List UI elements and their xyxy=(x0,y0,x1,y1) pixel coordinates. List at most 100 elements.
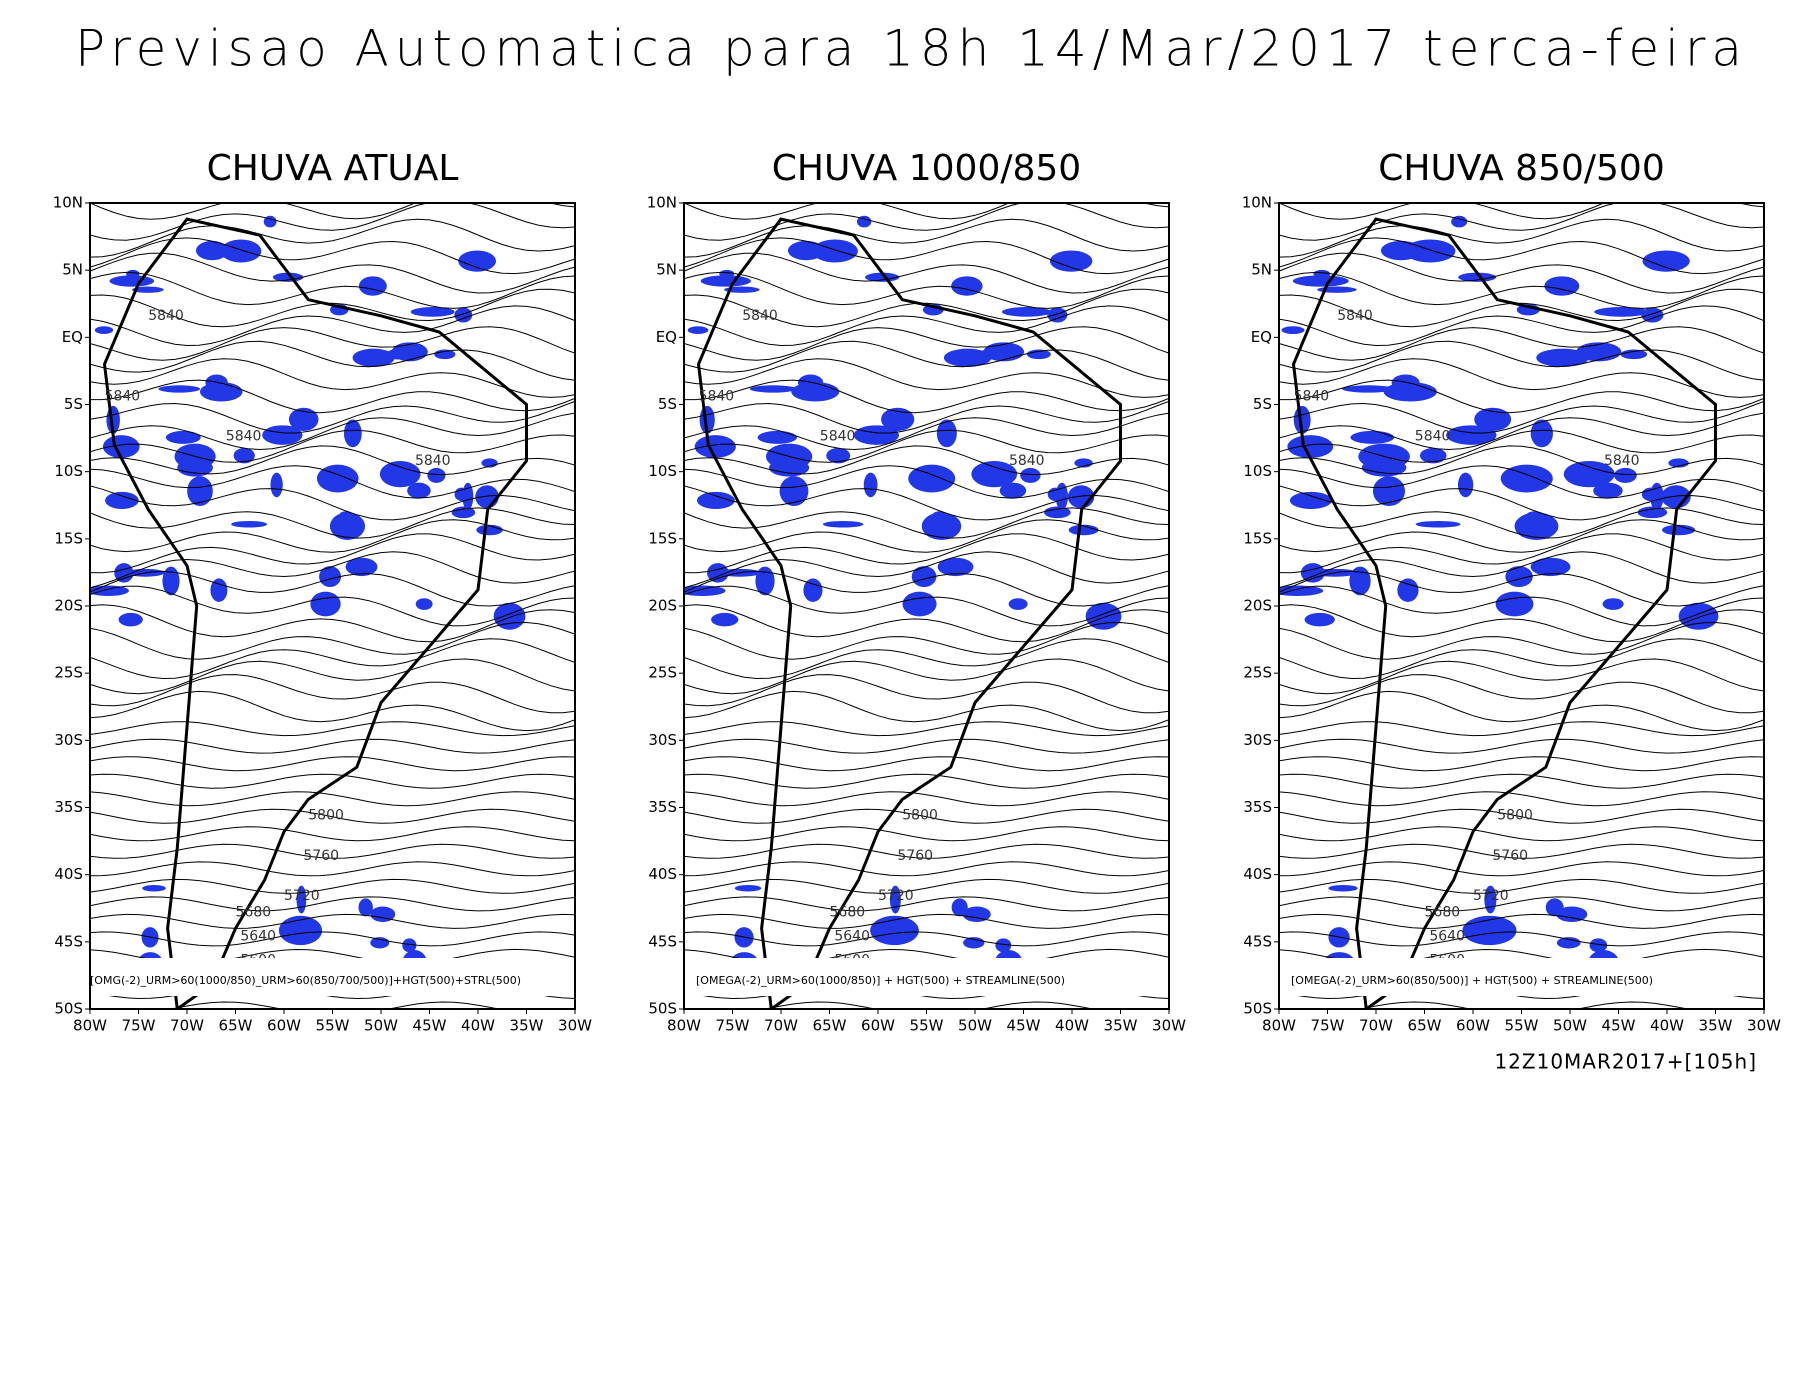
rain-area xyxy=(162,566,180,596)
lat-label: 15S xyxy=(648,529,677,547)
rain-area xyxy=(278,915,323,946)
rain-area xyxy=(724,286,760,293)
rain-area xyxy=(370,937,390,949)
streamline xyxy=(90,861,575,877)
panel-title: CHUVA 850/500 xyxy=(1378,148,1665,189)
streamline xyxy=(684,326,1169,361)
streamline xyxy=(1279,485,1764,521)
caption-box xyxy=(684,958,1169,996)
lat-label: 5N xyxy=(62,261,83,279)
lon-label: 75W xyxy=(122,1017,156,1035)
lat-label: 35S xyxy=(648,798,677,816)
rain-area xyxy=(1661,524,1696,536)
lon-label: 60W xyxy=(1456,1017,1490,1035)
rain-area xyxy=(386,348,411,360)
rain-area xyxy=(1419,447,1447,464)
lat-label: 5S xyxy=(1253,395,1272,413)
streamline xyxy=(684,638,1169,680)
lon-label: 30W xyxy=(1747,1017,1781,1035)
streamline xyxy=(684,878,1169,894)
caption-box xyxy=(90,958,575,996)
streamline xyxy=(1279,826,1764,842)
streamline xyxy=(90,429,575,463)
rain-area xyxy=(881,407,915,432)
rain-area xyxy=(165,430,201,444)
streamline xyxy=(90,485,575,521)
rain-area xyxy=(1556,906,1588,923)
rain-area xyxy=(963,937,985,949)
rain-area xyxy=(995,938,1012,953)
lon-label: 55W xyxy=(910,1017,944,1035)
rain-area xyxy=(210,578,228,602)
lon-label: 65W xyxy=(219,1017,253,1035)
contour-label: 5840 xyxy=(226,429,262,445)
rain-area xyxy=(826,447,851,464)
lat-label: 40S xyxy=(648,865,677,883)
rain-area xyxy=(316,464,359,493)
streamline xyxy=(90,738,575,754)
rain-area xyxy=(1594,307,1650,317)
rain-area xyxy=(187,476,213,507)
streamline xyxy=(1279,756,1764,772)
streamline xyxy=(1279,507,1764,539)
rain-area xyxy=(962,906,991,923)
lat-label: 15S xyxy=(1243,529,1272,547)
rain-area xyxy=(1342,385,1395,393)
contour-label: 5840 xyxy=(105,388,141,404)
map-area: 5840584058405840580057605720568056405600 xyxy=(90,203,575,1009)
streamline xyxy=(1279,843,1764,859)
streamline xyxy=(1279,861,1764,877)
rain-area xyxy=(1404,239,1456,263)
streamline xyxy=(1279,690,1764,732)
lon-label: 35W xyxy=(1104,1017,1138,1035)
streamline xyxy=(684,485,1169,521)
lon-label: 40W xyxy=(461,1017,495,1035)
rain-area xyxy=(402,938,417,953)
rain-area xyxy=(132,286,164,293)
rain-area xyxy=(921,512,962,540)
rain-area xyxy=(856,215,872,228)
rain-area xyxy=(358,276,387,296)
lat-label: 5N xyxy=(656,261,677,279)
rain-area xyxy=(1451,215,1468,228)
caption-box xyxy=(1279,958,1764,996)
streamline xyxy=(90,379,575,414)
lon-label: 40W xyxy=(1055,1017,1089,1035)
streamline xyxy=(1279,326,1764,361)
lat-label: 10N xyxy=(1242,194,1272,212)
rain-area xyxy=(1313,269,1331,278)
streamline xyxy=(90,808,575,824)
contour-label: 5840 xyxy=(1009,453,1045,469)
rain-area xyxy=(454,307,473,323)
rain-area xyxy=(1397,578,1419,602)
rain-area xyxy=(407,482,431,499)
rain-area xyxy=(270,472,283,498)
streamline xyxy=(1279,585,1764,627)
rain-area xyxy=(1530,419,1553,448)
rain-area xyxy=(1044,506,1071,519)
lon-label: 50W xyxy=(364,1017,398,1035)
streamline xyxy=(90,326,575,361)
rain-area xyxy=(1349,566,1371,596)
rain-area xyxy=(978,348,1007,360)
rain-area xyxy=(105,491,139,510)
streamline xyxy=(90,507,575,539)
lat-label: 25S xyxy=(54,664,83,682)
panel-caption: [OMG(-2)_URM>60(1000/850)_URM>60(850/700… xyxy=(90,974,521,987)
rain-area xyxy=(951,276,983,296)
streamline xyxy=(1279,252,1764,294)
rain-area xyxy=(694,435,736,458)
lat-label: 40S xyxy=(54,865,83,883)
streamline xyxy=(90,305,575,347)
streamline xyxy=(1279,551,1764,589)
streamline xyxy=(90,674,575,714)
streamline xyxy=(684,721,1169,737)
streamline xyxy=(684,773,1169,789)
streamline xyxy=(90,288,575,328)
rain-area xyxy=(1642,250,1690,272)
streamline xyxy=(684,791,1169,807)
streamline xyxy=(684,585,1169,627)
streamline xyxy=(1279,674,1764,714)
lon-label: 70W xyxy=(764,1017,798,1035)
